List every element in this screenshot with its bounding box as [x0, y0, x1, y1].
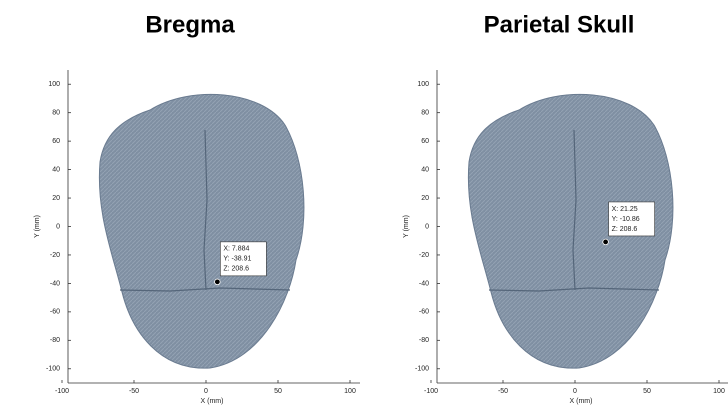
y-tick-label: -40	[50, 280, 60, 287]
x-axis-label: X (mm)	[201, 398, 224, 405]
x-tick-label: -50	[498, 388, 508, 395]
annotation-text: Z: 208.6	[223, 266, 249, 273]
y-tick-label: 60	[52, 138, 60, 145]
skull	[98, 93, 305, 369]
annotation-box	[608, 201, 655, 237]
y-tick-label: -100	[415, 366, 429, 373]
suture	[119, 287, 291, 292]
y-tick-label: -80	[50, 337, 60, 344]
y-tick-label: 80	[421, 110, 429, 117]
y-tick-label: 40	[52, 166, 60, 173]
data-point	[214, 278, 221, 286]
x-tick-label: 50	[643, 388, 651, 395]
suture	[572, 129, 577, 291]
x-axis-label: X (mm)	[570, 398, 593, 405]
skull-image	[98, 93, 305, 369]
data-point	[602, 238, 609, 246]
y-tick-label: 60	[421, 138, 429, 145]
annotation-text: Y: -38.91	[223, 256, 251, 263]
annotation-text: Z: 208.6	[612, 226, 638, 233]
y-tick-label: 40	[421, 166, 429, 173]
y-tick-label: 20	[52, 195, 60, 202]
y-tick-label: -20	[50, 252, 60, 259]
y-tick-label: 0	[56, 223, 60, 230]
y-tick-label: 100	[417, 81, 429, 88]
skull-image	[467, 93, 674, 369]
y-tick-label: -80	[419, 337, 429, 344]
chart-title: Parietal Skull	[484, 11, 635, 38]
y-axis-label: Y (mm)	[403, 215, 410, 238]
chart-title: Bregma	[145, 11, 235, 38]
y-axis-label: Y (mm)	[34, 215, 41, 238]
skull	[467, 93, 674, 369]
x-tick-label: 50	[274, 388, 282, 395]
annotation-text: X: 7.884	[223, 246, 249, 253]
x-tick-label: -100	[55, 388, 69, 395]
annotation-text: X: 21.25	[612, 206, 638, 213]
y-tick-label: 20	[421, 195, 429, 202]
y-tick-label: 0	[425, 223, 429, 230]
y-tick-label: -40	[419, 280, 429, 287]
x-tick-label: -100	[424, 388, 438, 395]
y-tick-label: 100	[48, 81, 60, 88]
annotation-text: Y: -10.86	[612, 216, 640, 223]
x-tick-label: 100	[713, 388, 725, 395]
suture	[203, 129, 208, 291]
x-tick-label: 100	[344, 388, 356, 395]
x-tick-label: 0	[204, 388, 208, 395]
y-tick-label: -60	[419, 309, 429, 316]
y-tick-label: -20	[419, 252, 429, 259]
annotation-box	[220, 241, 267, 277]
y-tick-label: -100	[46, 366, 60, 373]
y-tick-label: 80	[52, 110, 60, 117]
x-tick-label: -50	[129, 388, 139, 395]
x-tick-label: 0	[573, 388, 577, 395]
suture	[488, 287, 660, 292]
y-tick-label: -60	[50, 309, 60, 316]
